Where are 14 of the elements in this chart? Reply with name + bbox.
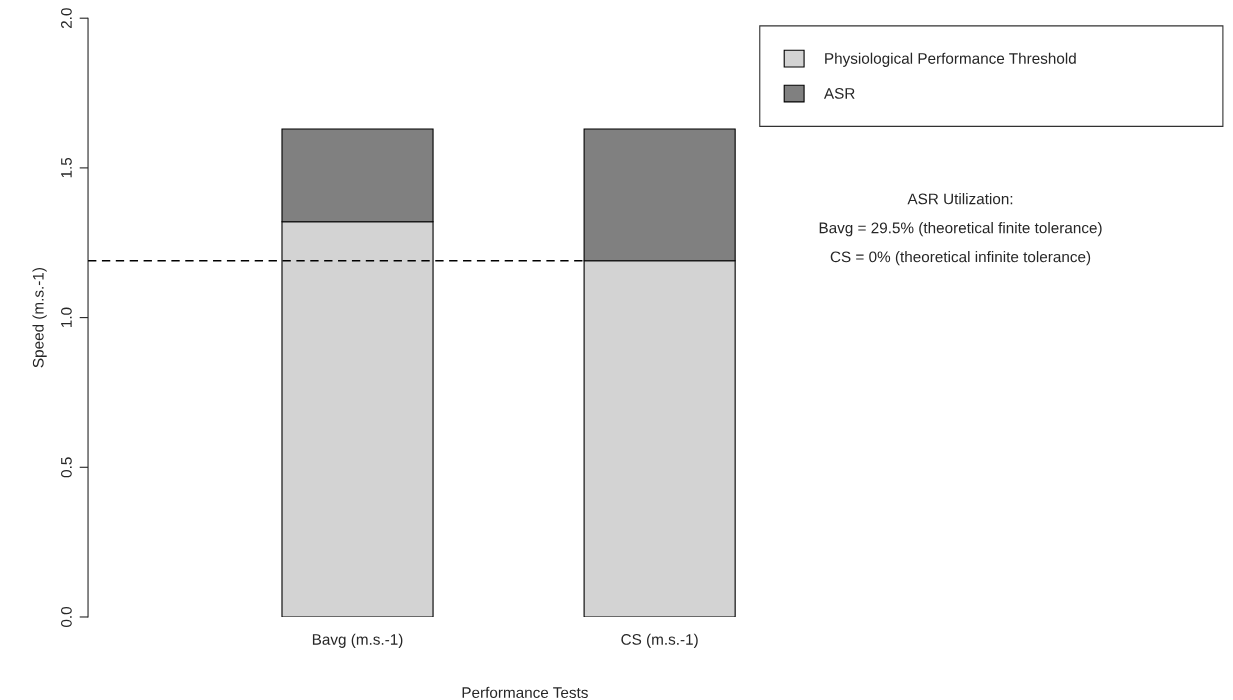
y-tick-label: 1.0 <box>61 307 72 328</box>
legend-label: Physiological Performance Threshold <box>825 52 1076 67</box>
text: ASR Utilization: <box>907 193 1013 205</box>
y-tick-label: 0.5 <box>61 457 72 478</box>
legend-label: ASR <box>823 88 855 99</box>
x-axis-title: Performance Tests <box>462 686 588 698</box>
y-tick-label: 2.0 <box>61 8 72 29</box>
text: Bavg = 29.5% (theoretical finite tolerance) <box>819 222 1102 237</box>
y-tick-label: 0.0 <box>61 606 72 627</box>
y-axis-title: Speed (m.s.-1) <box>32 268 47 368</box>
text: CS = 0% (theoretical infinite tolerance) <box>830 251 1091 266</box>
x-tick-label: CS (m.s.-1) <box>621 633 698 648</box>
y-tick-label: 1.5 <box>61 157 72 178</box>
x-tick-label: Bavg (m.s.-1) <box>312 633 403 648</box>
